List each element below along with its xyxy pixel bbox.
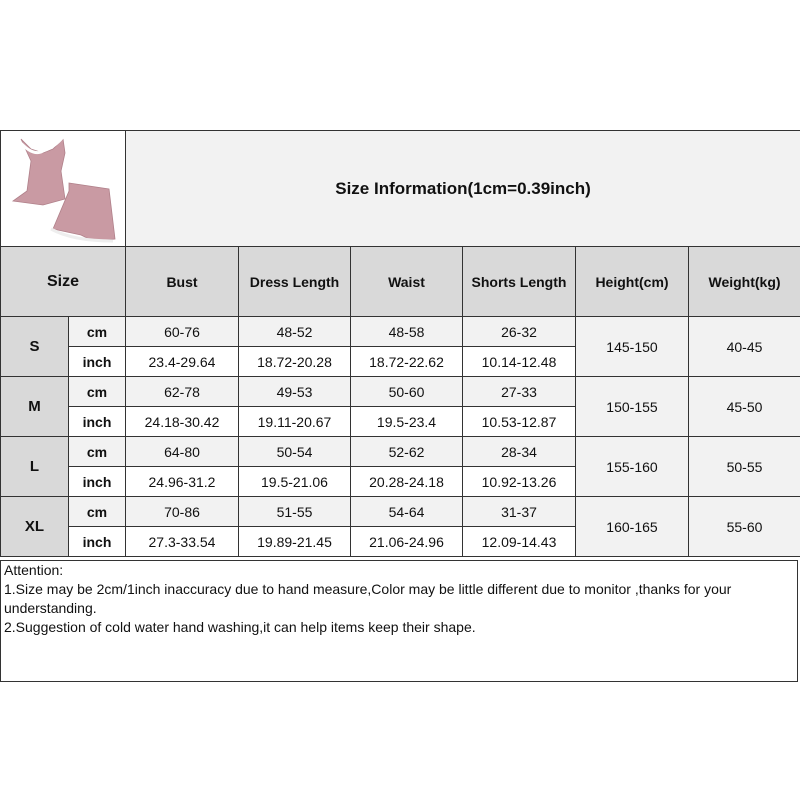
page-title: Size Information(1cm=0.39inch) bbox=[124, 130, 800, 247]
cell-cm: 50-54 bbox=[238, 436, 351, 467]
cell-cm: 48-52 bbox=[238, 316, 351, 347]
unit-cm: cm bbox=[68, 436, 126, 467]
cell-cm: 54-64 bbox=[350, 496, 463, 527]
unit-cm: cm bbox=[68, 496, 126, 527]
table-row: inch 24.96-31.2 19.5-21.06 20.28-24.18 10.92… bbox=[1, 466, 800, 497]
unit-inch: inch bbox=[68, 526, 126, 557]
header-height: Height(cm) bbox=[575, 246, 689, 317]
attention-note-1: 1.Size may be 2cm/1inch inaccuracy due t… bbox=[4, 581, 732, 616]
cell-cm: 64-80 bbox=[125, 436, 239, 467]
attention-note-2: 2.Suggestion of cold water hand washing,… bbox=[4, 619, 476, 635]
cell-cm: 26-32 bbox=[462, 316, 576, 347]
cell-inch: 21.06-24.96 bbox=[350, 526, 463, 557]
cell-height: 145-150 bbox=[575, 316, 689, 377]
header-shorts-length: Shorts Length bbox=[462, 246, 576, 317]
cell-cm: 52-62 bbox=[350, 436, 463, 467]
cell-inch: 24.96-31.2 bbox=[125, 466, 239, 497]
header-weight: Weight(kg) bbox=[687, 246, 800, 317]
product-image bbox=[0, 130, 126, 247]
cell-inch: 10.53-12.87 bbox=[462, 406, 576, 437]
table-row: S cm 60-76 48-52 48-58 26-32 145-150 40-45 bbox=[0, 316, 800, 377]
cell-inch: 19.5-21.06 bbox=[238, 466, 351, 497]
cell-inch: 19.5-23.4 bbox=[350, 406, 463, 437]
cell-weight: 40-45 bbox=[687, 316, 800, 377]
cell-inch: 19.11-20.67 bbox=[238, 406, 351, 437]
header-waist: Waist bbox=[350, 246, 463, 317]
cell-inch: 24.18-30.42 bbox=[125, 406, 239, 437]
unit-inch: inch bbox=[68, 406, 126, 437]
cell-inch: 27.3-33.54 bbox=[125, 526, 239, 557]
cell-inch: 19.89-21.45 bbox=[238, 526, 351, 557]
cell-cm: 48-58 bbox=[350, 316, 463, 347]
cell-cm: 51-55 bbox=[238, 496, 351, 527]
unit-cm: cm bbox=[68, 376, 126, 407]
unit-cm: cm bbox=[68, 316, 126, 347]
table-row: M cm 62-78 49-53 50-60 27-33 150-155 45-50 bbox=[0, 376, 800, 437]
cell-cm: 70-86 bbox=[125, 496, 239, 527]
table-row: inch 23.4-29.64 18.72-20.28 18.72-22.62 10.1… bbox=[1, 346, 800, 377]
cell-inch: 20.28-24.18 bbox=[350, 466, 463, 497]
table-row: L cm 64-80 50-54 52-62 28-34 155-160 50-55 bbox=[0, 436, 800, 497]
cell-cm: 62-78 bbox=[125, 376, 239, 407]
cell-inch: 23.4-29.64 bbox=[125, 346, 239, 377]
cell-cm: 31-37 bbox=[462, 496, 576, 527]
cell-height: 160-165 bbox=[575, 496, 689, 557]
cell-height: 155-160 bbox=[575, 436, 689, 497]
unit-inch: inch bbox=[68, 346, 126, 377]
header-dress-length: Dress Length bbox=[238, 246, 351, 317]
attention-heading: Attention: bbox=[4, 562, 64, 578]
unit-inch: inch bbox=[68, 466, 126, 497]
cell-weight: 45-50 bbox=[687, 376, 800, 437]
cell-inch: 12.09-14.43 bbox=[462, 526, 576, 557]
size-label: M bbox=[0, 376, 69, 437]
size-label: L bbox=[0, 436, 69, 497]
cell-inch: 18.72-22.62 bbox=[350, 346, 463, 377]
cell-weight: 50-55 bbox=[687, 436, 800, 497]
header-row: Size Bust Dress Length Waist Shorts Leng… bbox=[0, 246, 800, 317]
cell-cm: 49-53 bbox=[238, 376, 351, 407]
cell-cm: 60-76 bbox=[125, 316, 239, 347]
cell-cm: 50-60 bbox=[350, 376, 463, 407]
attention-notes: Attention: 1.Size may be 2cm/1inch inacc… bbox=[0, 560, 798, 682]
cell-inch: 10.14-12.48 bbox=[462, 346, 576, 377]
cell-height: 150-155 bbox=[575, 376, 689, 437]
cell-inch: 18.72-20.28 bbox=[238, 346, 351, 377]
size-chart-table: Size Information(1cm=0.39inch) Size Bust… bbox=[0, 130, 800, 557]
cell-cm: 28-34 bbox=[462, 436, 576, 467]
table-row: inch 27.3-33.54 19.89-21.45 21.06-24.96 12.0… bbox=[1, 526, 800, 557]
cell-weight: 55-60 bbox=[687, 496, 800, 557]
cell-cm: 27-33 bbox=[462, 376, 576, 407]
size-label: S bbox=[0, 316, 69, 377]
header-bust: Bust bbox=[125, 246, 239, 317]
table-row: XL cm 70-86 51-55 54-64 31-37 160-165 55-60 bbox=[0, 496, 800, 557]
size-label: XL bbox=[0, 496, 69, 557]
header-size: Size bbox=[0, 246, 126, 317]
table-row: inch 24.18-30.42 19.11-20.67 19.5-23.4 10.53… bbox=[1, 406, 800, 437]
cell-inch: 10.92-13.26 bbox=[462, 466, 576, 497]
